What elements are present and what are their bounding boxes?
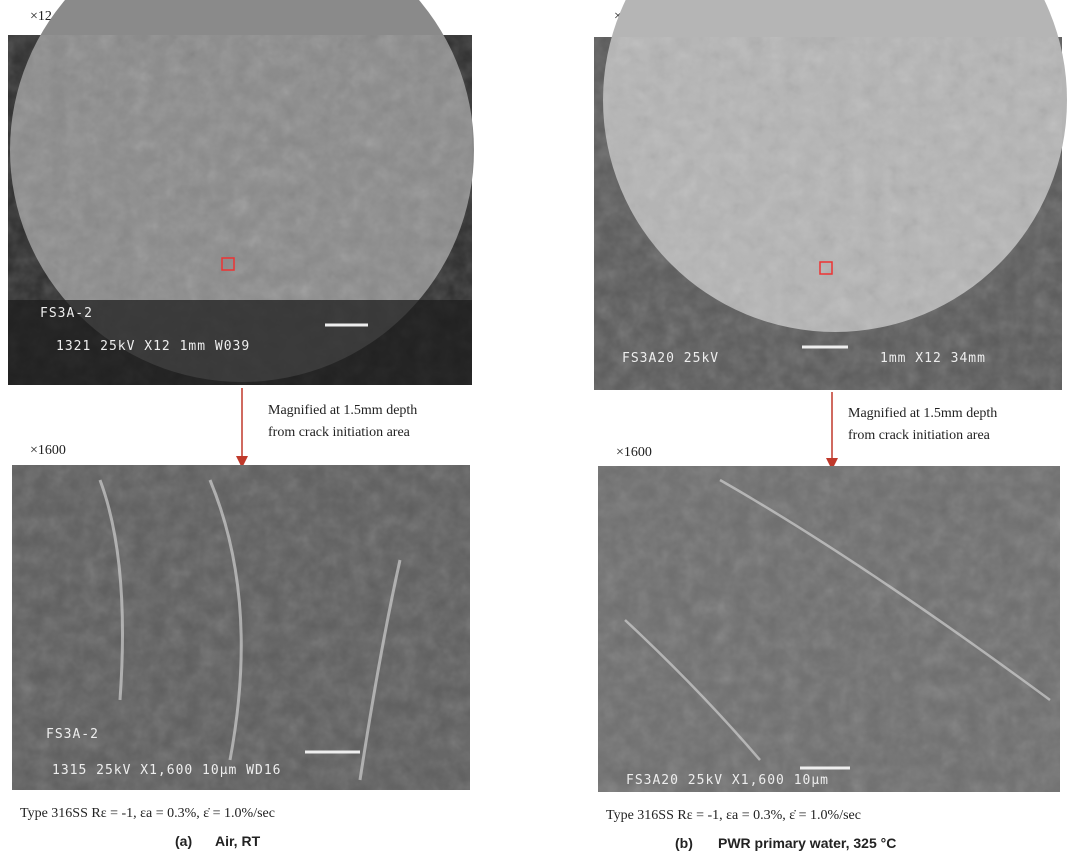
note: from crack initiation area xyxy=(848,428,991,443)
image-overlay: 1mm X12 34mm xyxy=(880,351,986,366)
image-overlay: FS3A-2 xyxy=(46,727,99,742)
test-conditions: Type 316SS Rε = -1, εa = 0.3%, ε̇ = 1.0%… xyxy=(606,808,861,823)
panel-condition: Air, RT xyxy=(215,833,261,849)
image-overlay: 1321 25kV X12 1mm W039 xyxy=(56,339,250,354)
test-conditions: Type 316SS Rε = -1, εa = 0.3%, ε̇ = 1.0%… xyxy=(20,806,275,821)
mag-label: ×12 xyxy=(30,9,52,24)
image-overlay: 1315 25kV X1,600 10μm WD16 xyxy=(52,763,282,778)
image-overlay: FS3A20 25kV xyxy=(622,351,719,366)
image-overlay: FS3A-2 xyxy=(40,306,93,321)
note: from crack initiation area xyxy=(268,425,411,440)
mag-label: ×1600 xyxy=(30,443,66,458)
image-overlay: FS3A20 25kV X1,600 10μm xyxy=(626,773,829,788)
figure: ×12 FS3A-2 1321 25kV X12 1mm W039 Magnif… xyxy=(0,0,1084,861)
sem-image xyxy=(598,466,1060,792)
note: Magnified at 1.5mm depth xyxy=(848,406,997,421)
mag-label: ×1600 xyxy=(616,445,652,460)
panel-condition: PWR primary water, 325 °C xyxy=(718,835,896,851)
panel-label: (b) xyxy=(675,835,693,851)
note: Magnified at 1.5mm depth xyxy=(268,403,417,418)
sem-image xyxy=(8,0,474,385)
panel-label: (a) xyxy=(175,833,192,849)
sem-image xyxy=(594,0,1067,390)
